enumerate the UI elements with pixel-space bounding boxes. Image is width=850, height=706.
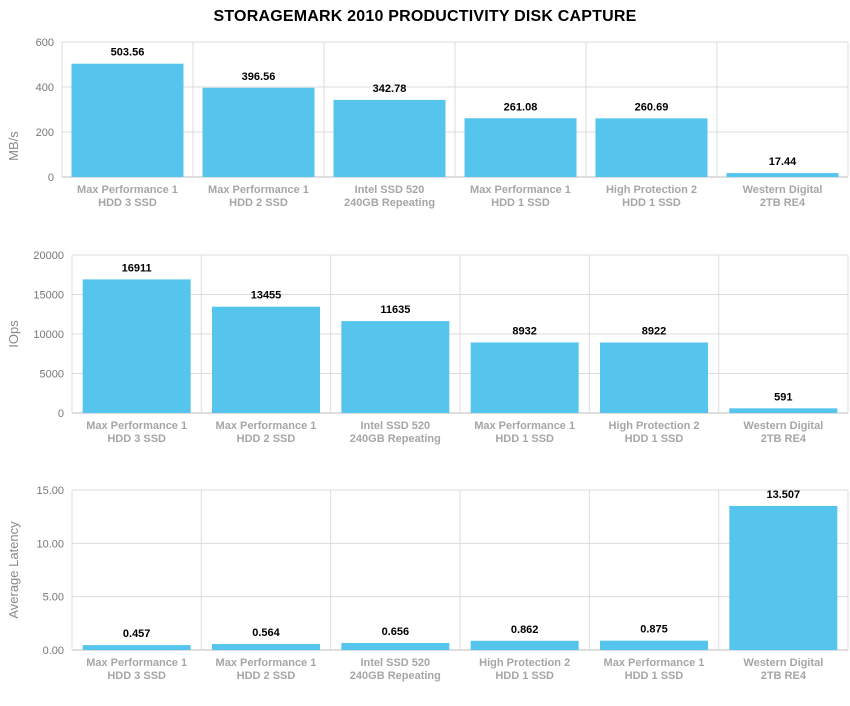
data-label: 0.656: [382, 626, 410, 638]
y-axis-label: IOps: [6, 320, 21, 348]
bar: [71, 63, 184, 177]
category-label: High Protection 2: [479, 657, 570, 669]
bar: [600, 640, 708, 650]
bar: [212, 643, 320, 650]
bar: [82, 279, 191, 413]
category-label: HDD 2 SSD: [229, 197, 288, 209]
y-tick-label: 10.00: [36, 538, 64, 550]
category-label: 240GB Repeating: [350, 433, 441, 445]
y-tick-label: 0: [58, 408, 64, 420]
bar: [470, 342, 579, 413]
category-label: Intel SSD 520: [355, 184, 425, 196]
category-label: Max Performance 1: [77, 184, 178, 196]
category-label: HDD 2 SSD: [237, 670, 296, 682]
category-label: Max Performance 1: [208, 184, 309, 196]
category-label: Intel SSD 520: [360, 420, 430, 432]
bar: [341, 643, 450, 650]
category-label: HDD 1 SSD: [491, 197, 550, 209]
bar: [82, 645, 191, 650]
category-label: High Protection 2: [606, 184, 697, 196]
category-label: Max Performance 1: [474, 420, 575, 432]
data-label: 342.78: [373, 83, 407, 95]
data-label: 503.56: [111, 47, 145, 59]
data-label: 0.564: [252, 627, 280, 639]
data-label: 0.457: [123, 628, 151, 640]
y-tick-label: 200: [36, 127, 54, 139]
y-tick-label: 400: [36, 82, 54, 94]
bar: [729, 408, 838, 413]
data-label: 0.875: [640, 624, 668, 636]
bar: [464, 118, 577, 177]
category-label: 240GB Repeating: [350, 670, 441, 682]
category-label: Max Performance 1: [86, 657, 187, 669]
bar: [470, 640, 579, 650]
category-label: Max Performance 1: [216, 420, 317, 432]
category-label: HDD 3 SSD: [107, 433, 166, 445]
category-label: Max Performance 1: [216, 657, 317, 669]
y-tick-label: 10000: [33, 329, 64, 341]
category-label: HDD 3 SSD: [98, 197, 157, 209]
data-label: 8922: [642, 326, 666, 338]
bar: [726, 173, 839, 177]
category-label: HDD 1 SSD: [495, 670, 554, 682]
y-tick-label: 5000: [40, 369, 64, 381]
data-label: 261.08: [504, 101, 538, 113]
category-label: Western Digital: [743, 657, 823, 669]
bar: [341, 321, 450, 413]
chart-title: STORAGEMARK 2010 PRODUCTIVITY DISK CAPTU…: [213, 8, 637, 25]
category-label: 2TB RE4: [761, 433, 807, 445]
y-tick-label: 0: [48, 172, 54, 184]
category-label: HDD 1 SSD: [622, 197, 681, 209]
iops-bar-chart: IOps 0 5000 10000 15000 20000 16911 Max Perform…: [6, 250, 849, 445]
data-label: 13.507: [767, 489, 801, 501]
data-label: 591: [774, 391, 792, 403]
latency-bar-chart: Average Latency 0.00 5.00 10.00 15.00 0.457 Ma…: [6, 485, 849, 682]
data-label: 260.69: [635, 101, 669, 113]
category-label: Western Digital: [743, 184, 823, 196]
y-axis-label: Average Latency: [6, 521, 21, 619]
y-tick-label: 5.00: [43, 592, 64, 604]
y-tick-label: 15.00: [36, 485, 64, 497]
bar: [595, 118, 708, 177]
category-label: HDD 3 SSD: [107, 670, 166, 682]
y-tick-label: 0.00: [43, 645, 64, 657]
data-label: 8932: [512, 325, 536, 337]
category-label: 240GB Repeating: [344, 197, 435, 209]
data-label: 396.56: [242, 71, 276, 83]
category-label: HDD 1 SSD: [625, 433, 684, 445]
bar: [333, 99, 446, 177]
y-axis-label: MB/s: [6, 131, 21, 161]
data-label: 16911: [122, 262, 152, 274]
category-label: Intel SSD 520: [360, 657, 430, 669]
category-label: Max Performance 1: [604, 657, 705, 669]
y-tick-label: 600: [36, 37, 54, 49]
category-label: Max Performance 1: [86, 420, 187, 432]
category-label: High Protection 2: [608, 420, 699, 432]
category-label: 2TB RE4: [760, 197, 806, 209]
category-label: Western Digital: [743, 420, 823, 432]
category-label: Max Performance 1: [470, 184, 571, 196]
category-label: 2TB RE4: [761, 670, 807, 682]
data-label: 0.862: [511, 624, 539, 636]
category-label: HDD 1 SSD: [625, 670, 684, 682]
bar: [729, 505, 838, 650]
y-tick-label: 20000: [33, 250, 64, 262]
y-tick-label: 15000: [33, 290, 64, 302]
data-label: 17.44: [769, 156, 797, 168]
bar: [202, 87, 315, 177]
data-label: 13455: [251, 290, 282, 302]
data-label: 11635: [380, 304, 410, 316]
bar: [212, 306, 320, 413]
category-label: HDD 2 SSD: [237, 433, 296, 445]
bar: [600, 342, 708, 413]
category-label: HDD 1 SSD: [495, 433, 554, 445]
